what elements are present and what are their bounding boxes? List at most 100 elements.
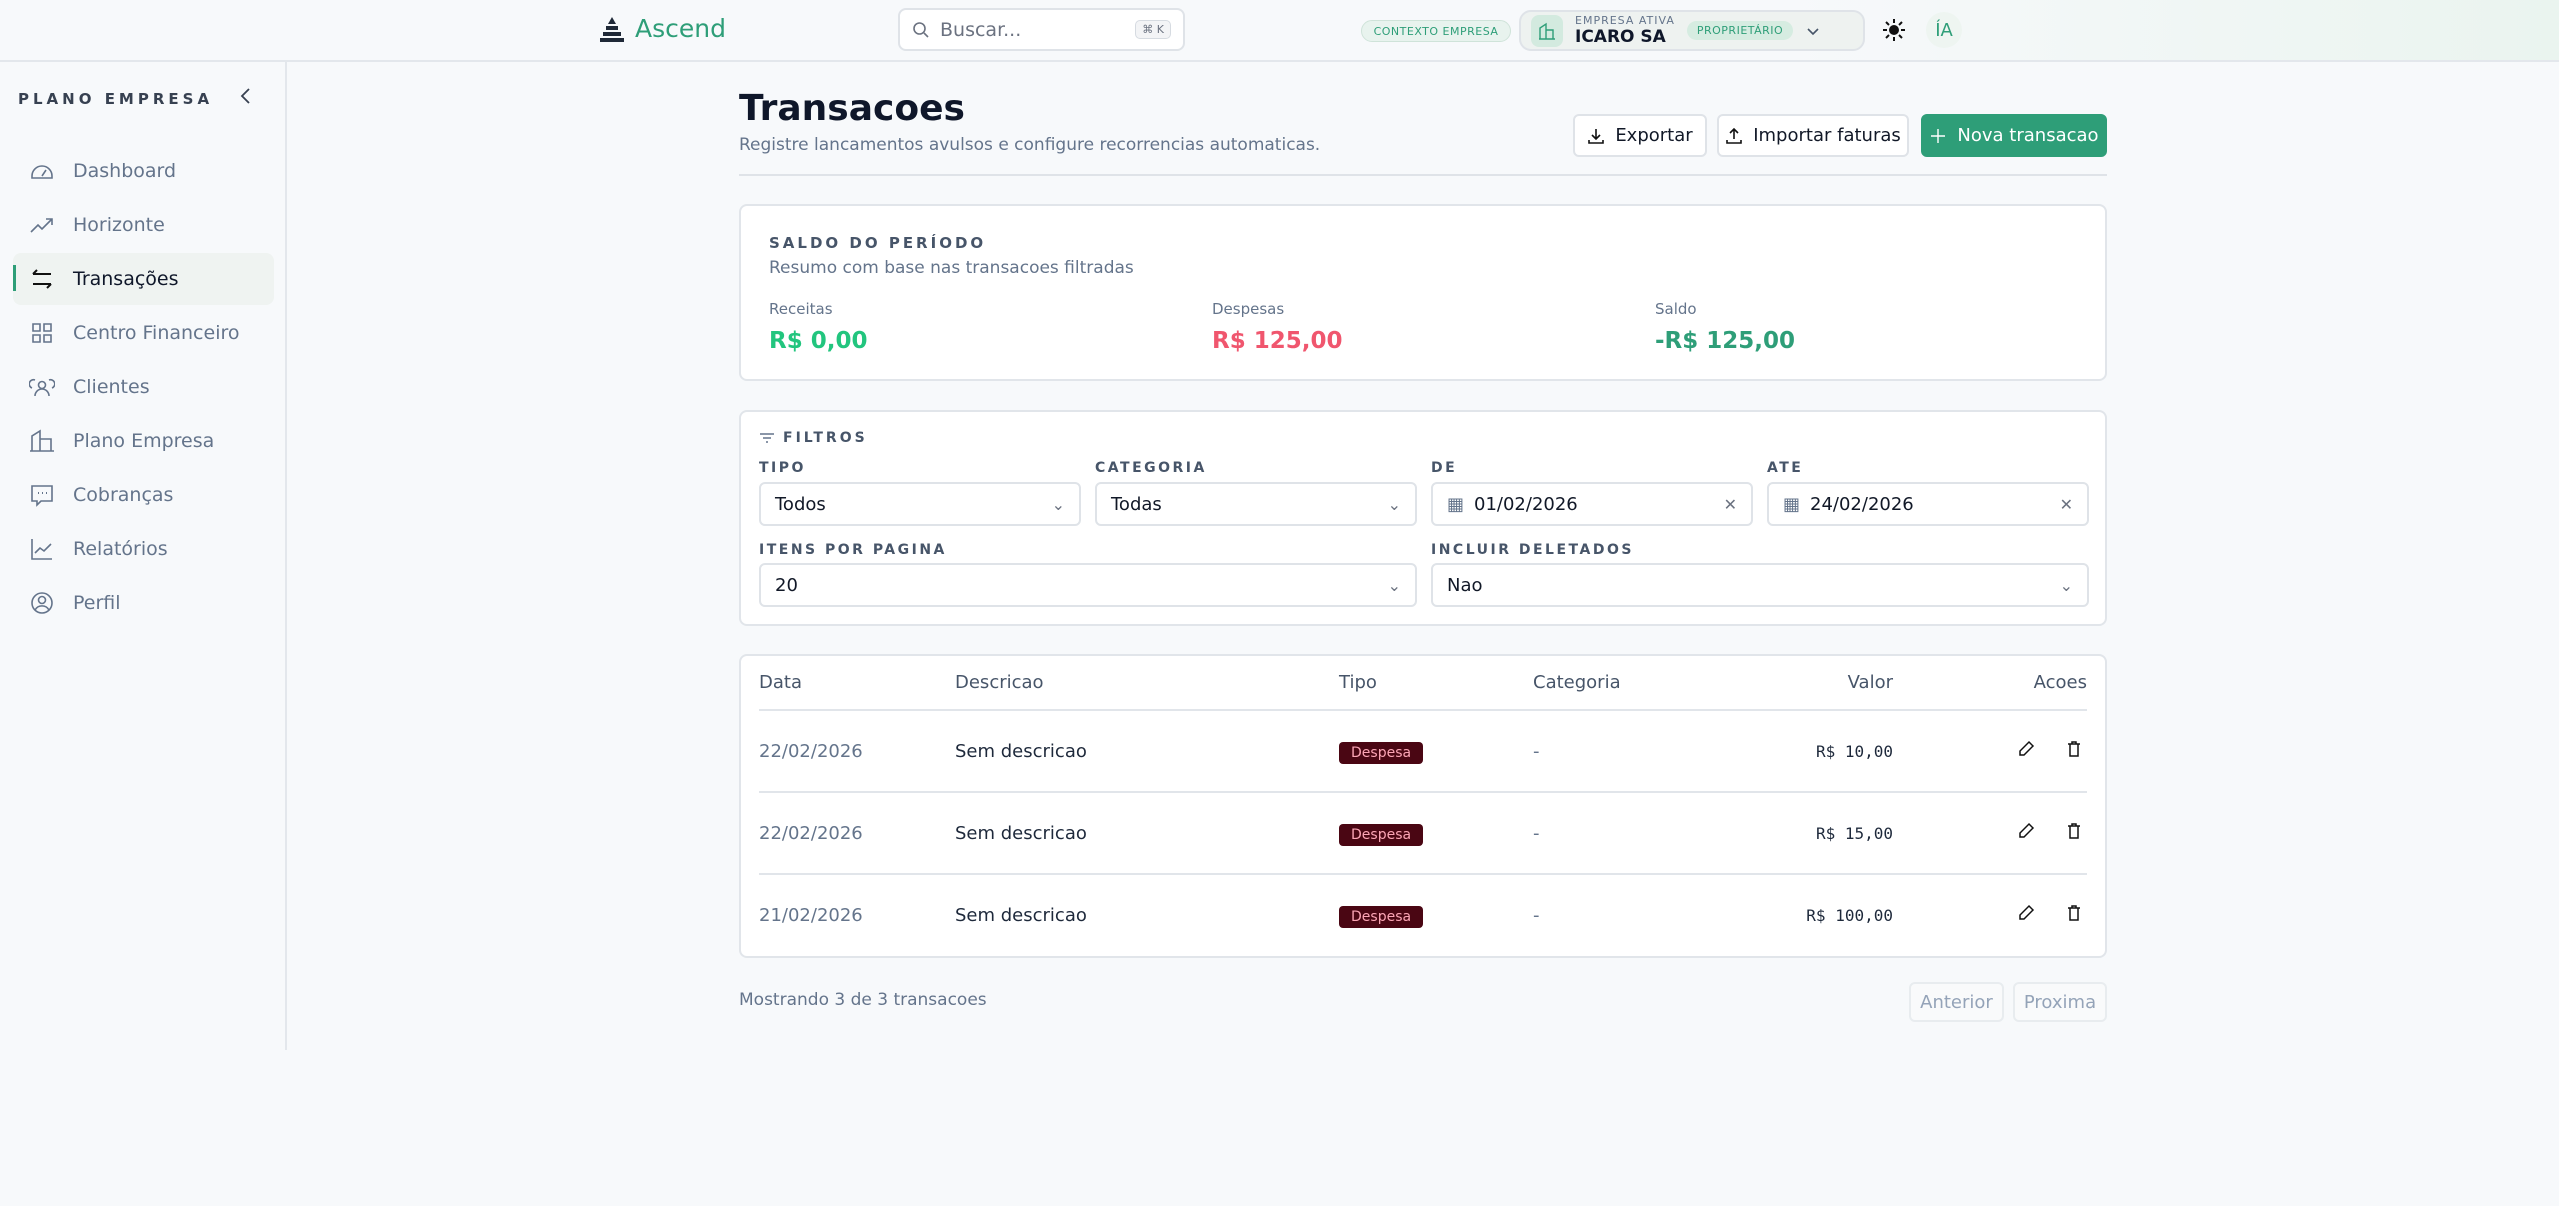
import-invoices-button[interactable]: Importar faturas xyxy=(1717,114,1909,157)
sun-icon xyxy=(1883,19,1905,41)
deletados-label: INCLUIR DELETADOS xyxy=(1431,542,1634,558)
export-label: Exportar xyxy=(1615,125,1693,146)
company-switcher[interactable]: EMPRESA ATIVA ICARO SA PROPRIETÁRIO xyxy=(1519,10,1865,51)
upload-icon xyxy=(1726,127,1743,144)
categoria-label: CATEGORIA xyxy=(1095,460,1207,476)
de-value: 01/02/2026 xyxy=(1474,493,1578,515)
search-input[interactable]: Buscar... ⌘ K xyxy=(898,8,1185,51)
download-icon xyxy=(1588,128,1605,144)
next-page-button[interactable]: Proxima xyxy=(2013,982,2107,1022)
brand-name: Ascend xyxy=(635,14,726,43)
chart-line-icon xyxy=(31,539,52,560)
itens-select[interactable]: 20 ⌄ xyxy=(759,563,1417,607)
sidebar-item-dashboard[interactable]: Dashboard xyxy=(13,145,274,197)
sidebar-item-clientes[interactable]: Clientes xyxy=(13,361,274,413)
col-categoria: Categoria xyxy=(1533,656,1713,711)
divider xyxy=(739,174,2107,176)
theme-toggle[interactable] xyxy=(1882,18,1906,46)
page-title: Transacoes xyxy=(739,88,965,129)
sidebar-item-label: Horizonte xyxy=(73,214,165,236)
transactions-table: Data Descricao Tipo Categoria Valor Acoe… xyxy=(739,654,2107,958)
sidebar-item-plano-empresa[interactable]: Plano Empresa xyxy=(13,415,274,467)
tipo-value: Todos xyxy=(775,493,826,515)
new-transaction-button[interactable]: Nova transacao xyxy=(1921,114,2107,157)
row-description: Sem descricao xyxy=(955,792,1339,875)
summary-item-label: Saldo xyxy=(1655,300,1697,318)
sidebar-item-label: Perfil xyxy=(73,592,121,614)
tipo-select[interactable]: Todos ⌄ xyxy=(759,482,1081,526)
table-row: 22/02/2026 Sem descricao Despesa - R$ 10… xyxy=(759,710,2087,793)
clear-icon[interactable]: ✕ xyxy=(2059,494,2073,514)
calendar-icon: ▦ xyxy=(1783,493,1801,515)
trash-icon xyxy=(2068,822,2080,839)
row-category: - xyxy=(1533,710,1713,793)
edit-button[interactable] xyxy=(2017,740,2035,763)
search-placeholder: Buscar... xyxy=(940,18,1022,41)
users-icon xyxy=(29,378,55,397)
sidebar-item-label: Centro Financeiro xyxy=(73,322,240,344)
ate-date-input[interactable]: ▦ 24/02/2026 ✕ xyxy=(1767,482,2089,526)
sidebar-item-label: Dashboard xyxy=(73,160,177,182)
brand-logo[interactable]: Ascend xyxy=(599,14,726,43)
pagination-summary: Mostrando 3 de 3 transacoes xyxy=(739,990,987,1010)
pencil-icon xyxy=(2019,822,2035,838)
sidebar-item-centro-financeiro[interactable]: Centro Financeiro xyxy=(13,307,274,359)
type-badge: Despesa xyxy=(1339,741,1424,764)
chevron-left-icon xyxy=(240,88,250,104)
trending-up-icon xyxy=(30,218,53,233)
sidebar-item-transacoes[interactable]: Transações xyxy=(13,253,274,305)
sidebar-item-cobrancas[interactable]: Cobranças xyxy=(13,469,274,521)
categoria-value: Todas xyxy=(1111,493,1162,515)
grid-icon xyxy=(32,323,52,343)
summary-item-label: Receitas xyxy=(769,300,833,318)
edit-button[interactable] xyxy=(2017,822,2035,845)
row-category: - xyxy=(1533,905,1540,926)
de-date-input[interactable]: ▦ 01/02/2026 ✕ xyxy=(1431,482,1753,526)
building-icon xyxy=(30,429,54,452)
trash-icon xyxy=(2068,905,2080,921)
deletados-select[interactable]: Nao ⌄ xyxy=(1431,563,2089,607)
sidebar-item-relatorios[interactable]: Relatórios xyxy=(13,523,274,575)
collapse-sidebar-button[interactable] xyxy=(238,86,254,111)
col-data: Data xyxy=(759,656,955,711)
sidebar-title: PLANO EMPRESA xyxy=(18,90,214,108)
delete-button[interactable] xyxy=(2065,904,2083,927)
itens-label: ITENS POR PAGINA xyxy=(759,542,947,558)
summary-item-value: R$ 125,00 xyxy=(1212,328,1343,354)
clear-icon[interactable]: ✕ xyxy=(1723,494,1737,514)
gauge-icon xyxy=(31,165,53,179)
summary-item-label: Despesas xyxy=(1212,300,1285,318)
sidebar-item-perfil[interactable]: Perfil xyxy=(13,577,274,629)
search-shortcut: ⌘ K xyxy=(1135,20,1171,39)
building-icon xyxy=(1531,14,1563,47)
type-badge: Despesa xyxy=(1339,906,1424,928)
sidebar-item-horizonte[interactable]: Horizonte xyxy=(13,199,274,251)
message-icon xyxy=(31,485,53,507)
summary-receitas: Receitas R$ 0,00 xyxy=(769,300,867,354)
ai-assistant-button[interactable]: ÍA xyxy=(1926,12,1962,48)
calendar-icon: ▦ xyxy=(1447,493,1465,515)
export-button[interactable]: Exportar xyxy=(1573,114,1707,157)
summary-item-value: -R$ 125,00 xyxy=(1655,328,1796,354)
filters-card: FILTROS TIPO CATEGORIA DE ATE Todos ⌄ Tod… xyxy=(739,410,2107,626)
summary-saldo: Saldo -R$ 125,00 xyxy=(1655,300,1795,354)
trash-icon xyxy=(2068,740,2080,757)
logo-icon xyxy=(600,16,624,42)
col-valor: Valor xyxy=(1713,656,1893,711)
type-badge: Despesa xyxy=(1339,823,1424,846)
company-name: ICARO SA xyxy=(1575,27,1666,47)
edit-button[interactable] xyxy=(2017,904,2035,927)
filters-title: FILTROS xyxy=(783,430,868,446)
row-description: Sem descricao xyxy=(955,710,1339,793)
categoria-select[interactable]: Todas ⌄ xyxy=(1095,482,1417,526)
row-value: R$ 100,00 xyxy=(1806,906,1893,925)
row-value: R$ 15,00 xyxy=(1713,792,1893,875)
period-summary-card: SALDO DO PERÍODO Resumo com base nas tra… xyxy=(739,204,2107,381)
previous-page-button[interactable]: Anterior xyxy=(1909,982,2004,1022)
delete-button[interactable] xyxy=(2065,822,2083,845)
row-description: Sem descricao xyxy=(955,905,1087,926)
new-label: Nova transacao xyxy=(1957,125,2099,146)
delete-button[interactable] xyxy=(2065,740,2083,763)
row-date: 22/02/2026 xyxy=(759,710,955,793)
col-acoes: Acoes xyxy=(1893,656,2087,711)
